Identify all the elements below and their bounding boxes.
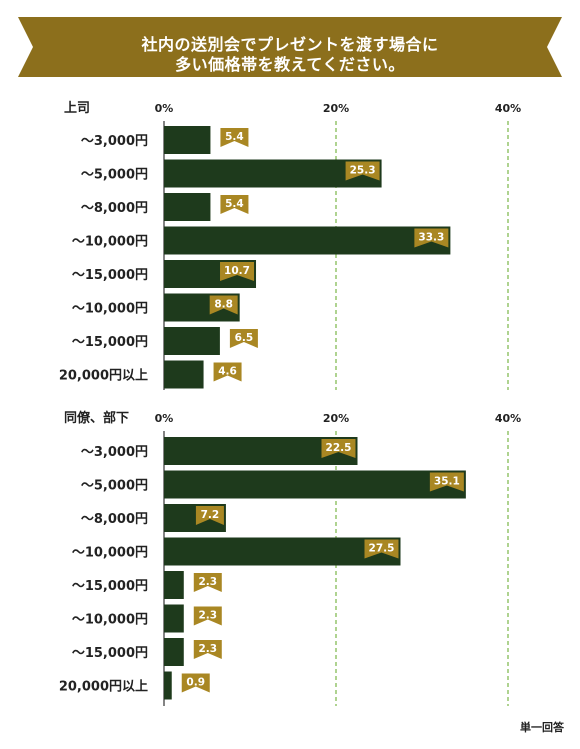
bar [164,604,184,633]
category-label: ～10,000円 [72,235,148,250]
bar [164,193,211,221]
category-label: ～8,000円 [81,512,148,527]
bar [164,470,466,499]
value-label: 5.4 [225,131,244,143]
bar [164,226,451,255]
bar [164,671,172,700]
answer-type-note: 単一回答 [520,721,564,734]
category-label: ～15,000円 [72,268,148,283]
bar [164,537,401,566]
value-label-tag [209,295,238,315]
x-tick-label: 20% [323,412,349,425]
category-label: 20,000円以上 [59,369,148,384]
value-label: 22.5 [326,442,352,454]
x-tick-label: 20% [323,102,349,115]
value-label: 2.3 [198,610,217,622]
category-label: ～15,000円 [72,579,148,594]
bar [164,126,211,154]
title-banner-shape [18,17,562,77]
category-label: ～5,000円 [81,168,148,183]
value-label: 35.1 [434,476,460,488]
category-label: ～8,000円 [81,201,148,216]
value-label: 8.8 [214,299,233,311]
value-label: 33.3 [418,232,444,244]
value-label: 4.6 [218,366,237,378]
bar [164,159,382,188]
x-tick-label: 40% [495,412,521,425]
category-label: 20,000円以上 [59,680,148,695]
category-label: ～15,000円 [72,335,148,350]
value-label: 25.3 [350,165,376,177]
value-label-tag [193,606,222,626]
x-tick-label: 0% [155,412,174,425]
value-label-tag [220,195,249,214]
category-label: ～5,000円 [81,479,148,494]
panel-title: 上司 [64,101,90,116]
value-label-tag [181,673,210,693]
value-label-tag [220,262,255,281]
value-label: 6.5 [235,332,254,344]
value-label-tag [213,362,242,382]
chart-title-line-1: 社内の送別会でプレゼントを渡す場合に [141,35,439,54]
chart-title-line-2: 多い価格帯を教えてください。 [175,55,405,74]
value-label-tag [193,573,222,592]
category-label: ～3,000円 [81,134,148,149]
value-label: 2.3 [198,643,217,655]
x-tick-label: 0% [155,102,174,115]
value-label-tag [220,128,249,147]
value-label-tag [345,161,380,181]
value-label: 7.2 [201,509,220,521]
value-label-tag [229,329,258,348]
bar [164,638,184,666]
category-label: ～3,000円 [81,445,148,460]
bar [164,360,204,389]
category-label: ～10,000円 [72,302,148,317]
value-label-tag [414,228,449,248]
value-label-tag [364,539,399,559]
title-banner [18,17,562,77]
value-label-tag [195,506,224,525]
value-label: 2.3 [198,576,217,588]
value-label: 10.7 [224,265,250,277]
category-label: ～10,000円 [72,613,148,628]
x-tick-label: 40% [495,102,521,115]
value-label-tag [193,640,222,659]
panel-title: 同僚、部下 [64,410,129,426]
value-label-tag [429,472,464,492]
value-label: 5.4 [225,198,244,210]
category-label: ～10,000円 [72,546,148,561]
value-label-tag [321,439,356,458]
category-label: ～15,000円 [72,646,148,661]
bar [164,327,220,355]
value-label: 0.9 [186,677,205,689]
bar [164,571,184,599]
value-label: 27.5 [369,543,395,555]
